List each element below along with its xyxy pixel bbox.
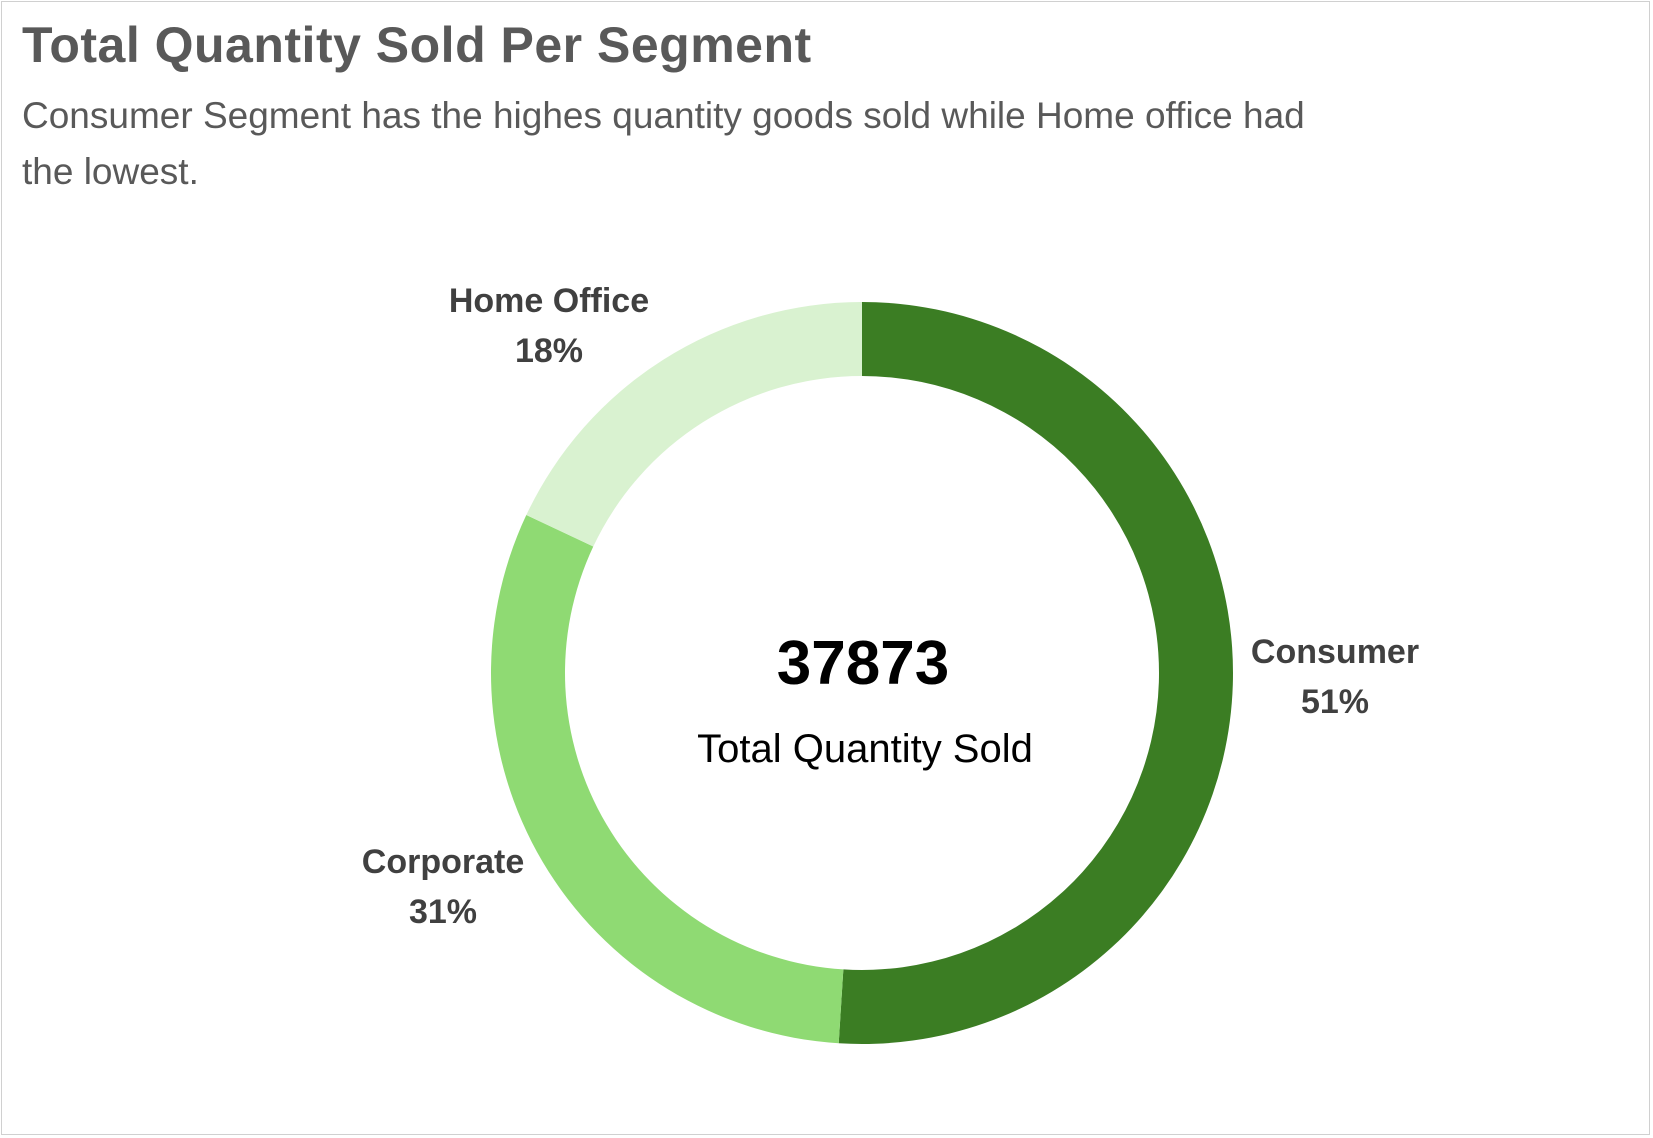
slice-corporate <box>490 515 844 1044</box>
slice-percent-consumer: 51% <box>1301 683 1369 721</box>
center-total-caption: Total Quantity Sold <box>697 727 1033 771</box>
center-total-value: 37873 <box>777 629 949 698</box>
chart-title: Total Quantity Sold Per Segment <box>22 17 812 73</box>
slice-label-corporate: Corporate <box>362 843 524 881</box>
slice-home-office <box>526 301 862 547</box>
slice-percent-corporate: 31% <box>409 893 477 931</box>
slice-percent-home-office: 18% <box>515 332 583 370</box>
slice-consumer <box>838 302 1233 1044</box>
slice-label-consumer: Consumer <box>1251 633 1419 671</box>
slice-label-home-office: Home Office <box>449 282 649 320</box>
chart-subtitle: Consumer Segment has the highes quantity… <box>22 95 1305 192</box>
